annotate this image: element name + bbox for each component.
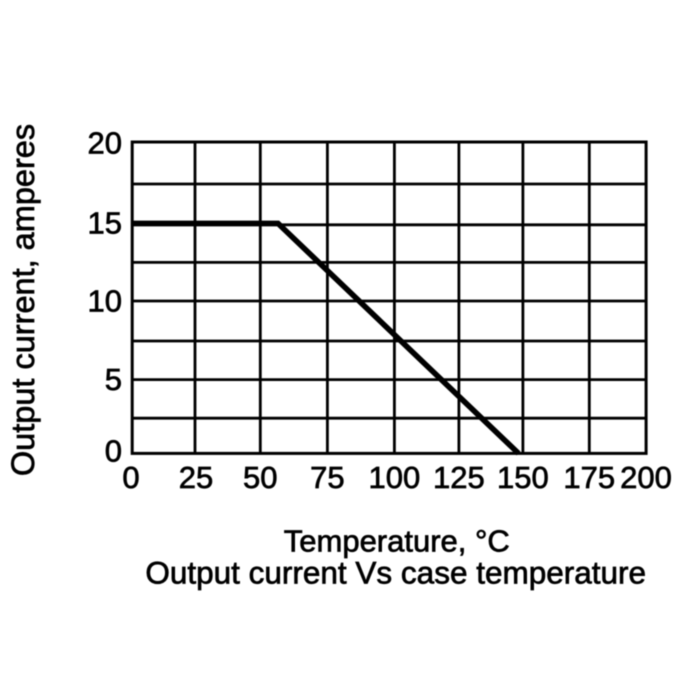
- svg-text:0: 0: [122, 460, 139, 495]
- svg-text:Temperature, °C: Temperature, °C: [284, 524, 510, 559]
- svg-text:175: 175: [563, 460, 615, 495]
- svg-text:5: 5: [105, 362, 122, 397]
- svg-text:75: 75: [310, 460, 344, 495]
- svg-text:0: 0: [105, 434, 122, 469]
- svg-text:200: 200: [620, 460, 672, 495]
- svg-text:15: 15: [88, 206, 122, 241]
- svg-text:20: 20: [88, 126, 122, 161]
- svg-text:25: 25: [179, 460, 213, 495]
- svg-text:Output current, amperes: Output current, amperes: [5, 124, 41, 476]
- svg-text:150: 150: [497, 460, 549, 495]
- svg-text:Output current Vs case tempera: Output current Vs case temperature: [145, 555, 646, 591]
- svg-text:125: 125: [433, 460, 485, 495]
- svg-text:10: 10: [88, 284, 122, 319]
- svg-text:100: 100: [369, 460, 421, 495]
- svg-text:50: 50: [243, 460, 277, 495]
